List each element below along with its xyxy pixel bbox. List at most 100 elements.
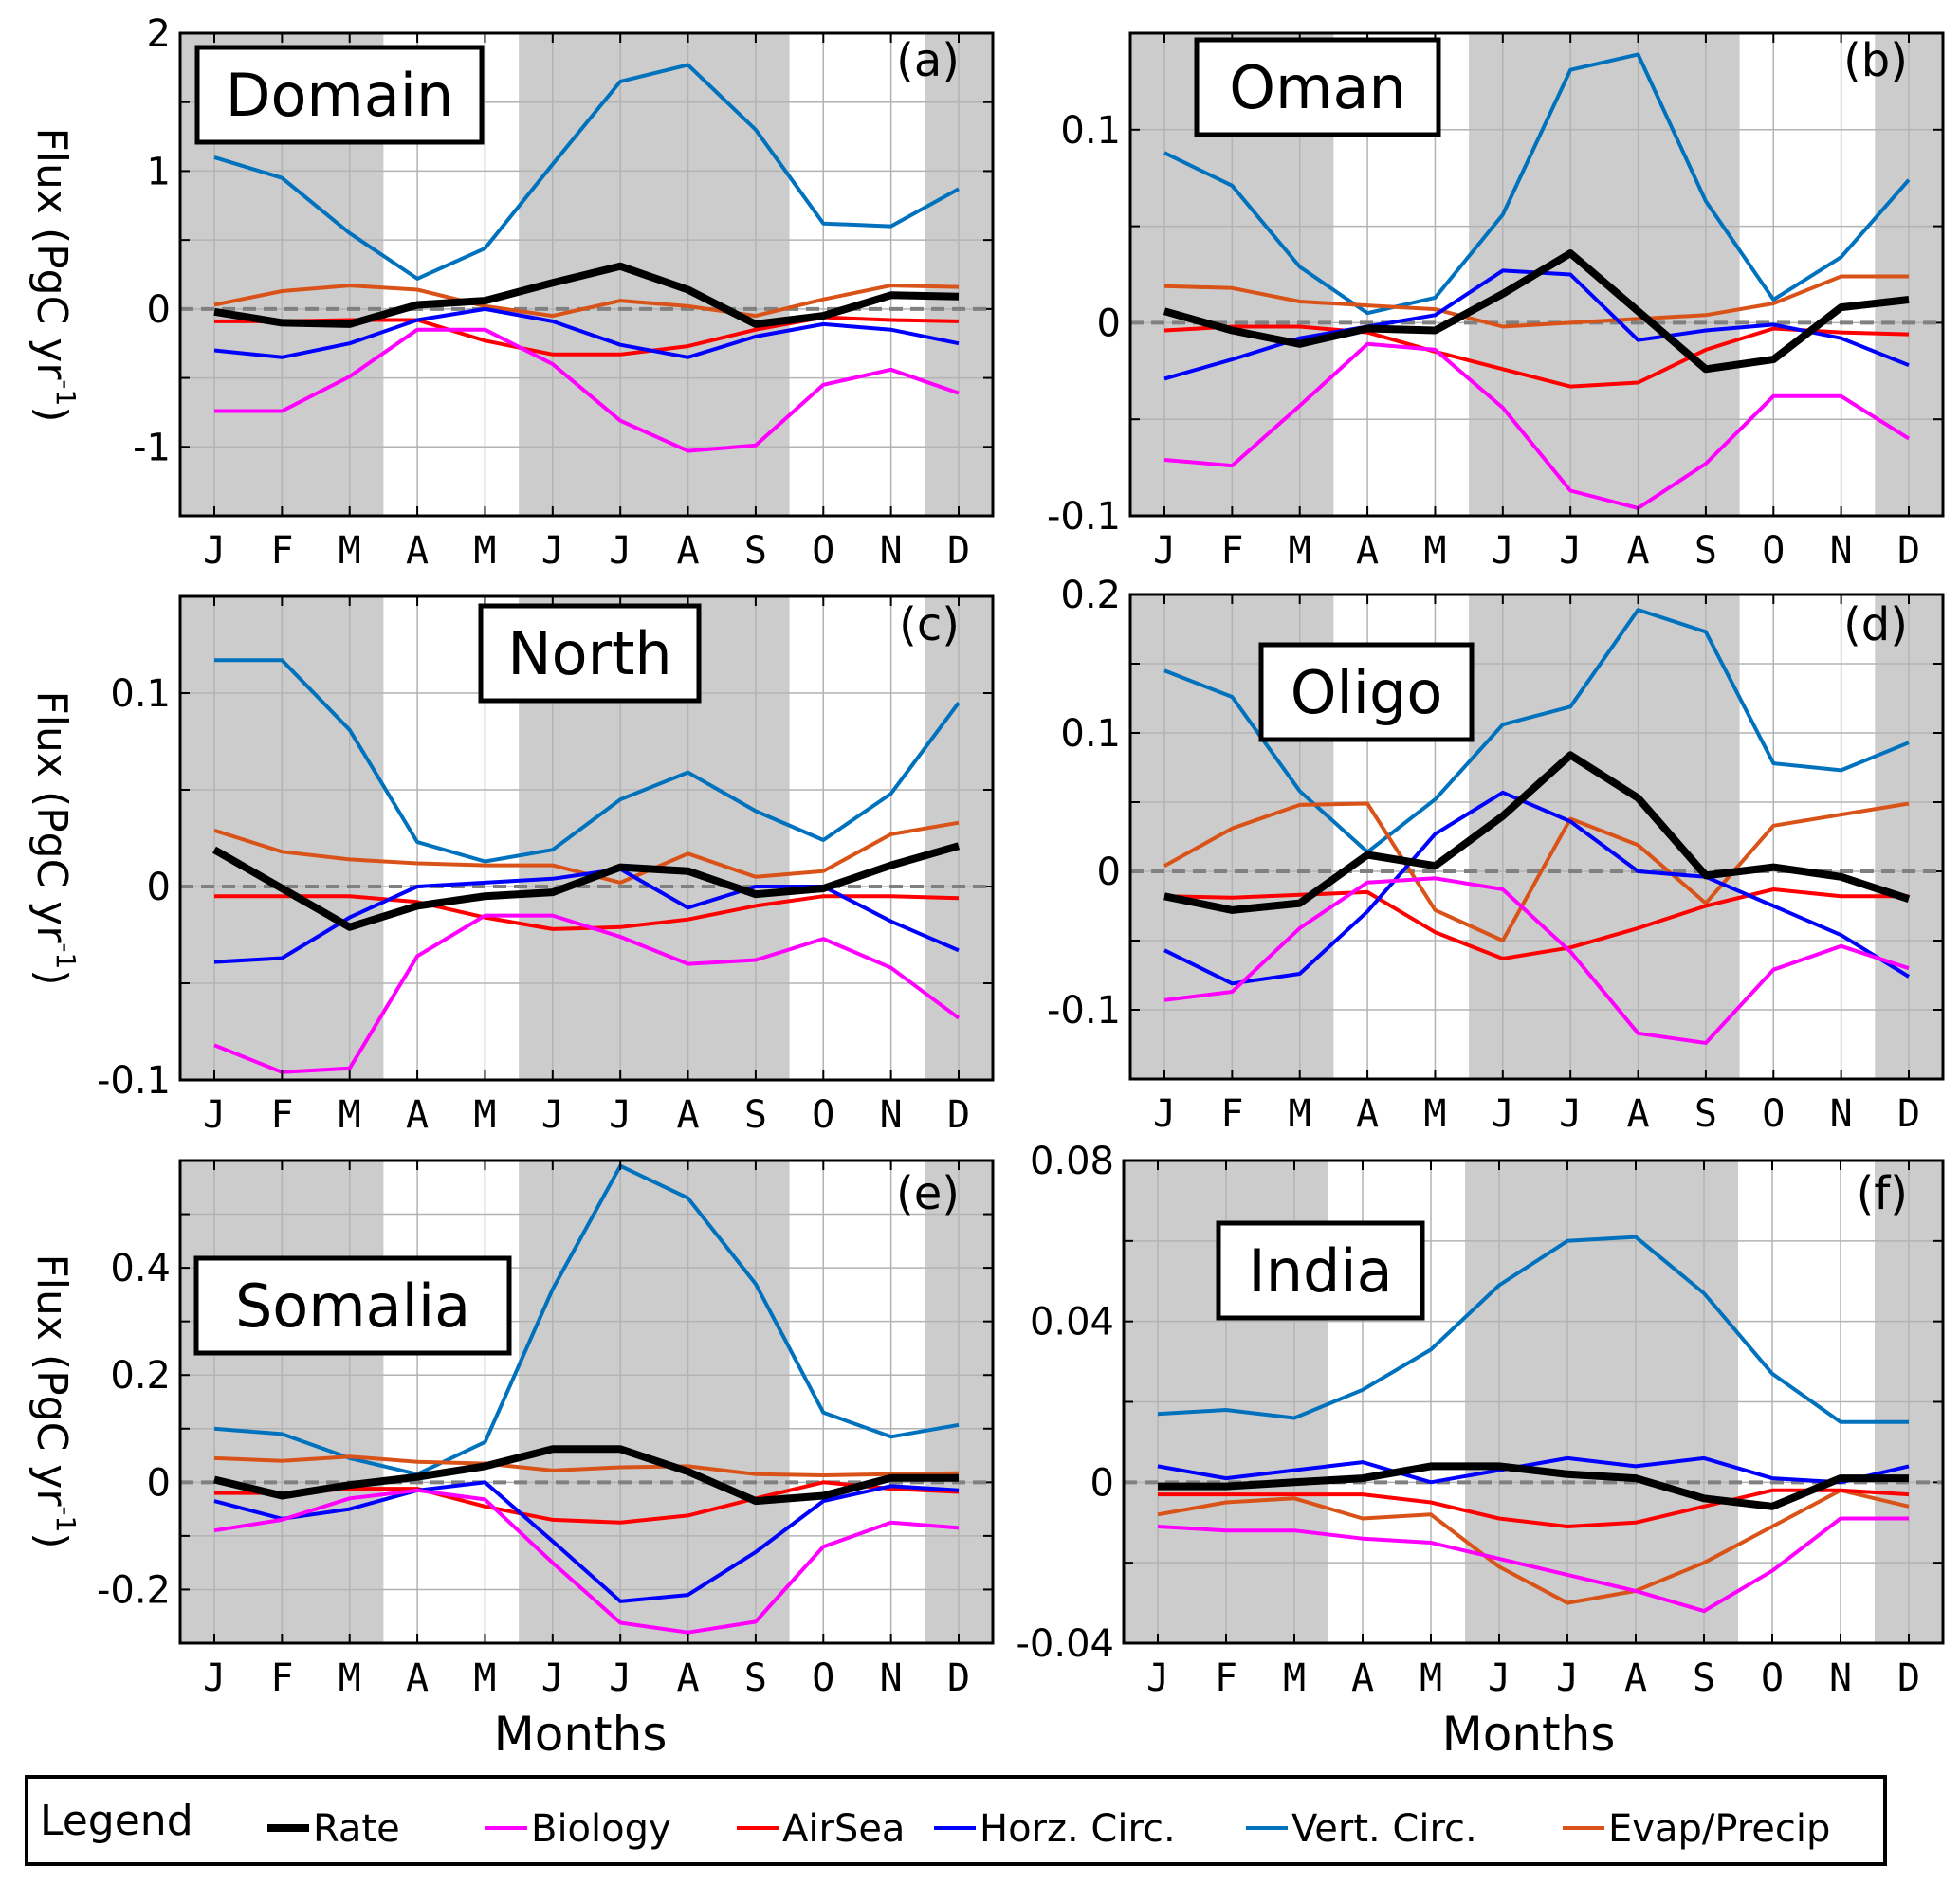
- series-line-rate: [212, 842, 961, 931]
- series-line-vert-circ: [1157, 1235, 1909, 1424]
- y-tick-label: -0.1: [1047, 989, 1121, 1033]
- x-tick-label: O: [812, 1093, 834, 1137]
- x-tick-label: J: [1556, 1656, 1579, 1700]
- x-tick-label: M: [1423, 1092, 1446, 1136]
- series-group: [213, 63, 960, 453]
- x-tick-label: N: [880, 1093, 903, 1137]
- x-tick-label: A: [1624, 1656, 1647, 1700]
- x-tick-label: M: [1289, 529, 1311, 573]
- series-line-evap-precip: [1163, 274, 1909, 329]
- x-tick-label: D: [1897, 1656, 1920, 1700]
- series-line-rate: [213, 1445, 959, 1506]
- x-tick-label: M: [1283, 1656, 1306, 1700]
- legend-item-vert-circ: Vert. Circ.: [1246, 1807, 1477, 1851]
- x-tick-label: A: [676, 1656, 699, 1700]
- y-tick-label: 0.4: [110, 1247, 171, 1290]
- x-tick-label: M: [339, 529, 361, 573]
- y-axis-label-row1: Flux (PgC yr-1): [27, 127, 82, 422]
- legend-box: [25, 1775, 1887, 1866]
- x-tick-label: D: [1897, 1092, 1920, 1136]
- panel-oman: J F M A M J J A S O N D-0.100.1(b)Oman: [1047, 31, 1945, 573]
- series-line-vert-circ: [1163, 608, 1910, 854]
- x-tick-label: M: [1423, 529, 1446, 573]
- legend-item-biology: Biology: [485, 1807, 671, 1851]
- x-tick-label: M: [339, 1093, 361, 1137]
- panel-tag: (b): [1843, 34, 1908, 87]
- region-label-box: [1258, 642, 1475, 742]
- x-tick-label: O: [1762, 1092, 1785, 1136]
- ylabel-main: Flux (PgC yr: [27, 1253, 76, 1507]
- legend-item-airsea: AirSea: [737, 1807, 905, 1851]
- region-label: Domain: [226, 61, 454, 130]
- svg-text:Flux (PgC yr-1): Flux (PgC yr-1): [27, 127, 82, 422]
- x-tick-label: S: [1694, 529, 1717, 573]
- panel-somalia: J F M A M J J A S O N D-0.200.20.4(e)Somalia: [97, 1159, 995, 1700]
- panel-tag: (a): [896, 34, 960, 87]
- y-tick-label: -0.1: [1047, 495, 1121, 539]
- series-line-biology: [213, 1488, 960, 1635]
- x-tick-label: M: [1289, 1092, 1311, 1136]
- series-line-evap-precip: [213, 1454, 960, 1477]
- x-tick-label: J: [203, 1656, 226, 1700]
- series-line-vert-circ: [213, 63, 960, 281]
- region-label: North: [507, 619, 671, 688]
- legend-label: Rate: [313, 1807, 400, 1851]
- y-tick-label: -1: [133, 426, 171, 469]
- x-tick-label: F: [1220, 529, 1243, 573]
- series-line-biology: [1163, 876, 1910, 1045]
- x-tick-label: N: [1830, 529, 1853, 573]
- series-group: [212, 658, 961, 1074]
- region-label: Oligo: [1291, 658, 1443, 727]
- ylabel-close: ): [27, 969, 76, 985]
- y-tick-label: 0.2: [1060, 574, 1121, 617]
- y-tick-label: -0.1: [97, 1059, 171, 1103]
- y-tick-label: 0.08: [1030, 1140, 1114, 1183]
- legend-item-rate: Rate: [267, 1807, 400, 1851]
- x-tick-label: S: [744, 1093, 767, 1137]
- x-tick-label: S: [744, 529, 767, 573]
- legend-item-horz-circ: Horz. Circ.: [934, 1807, 1176, 1851]
- y-tick-label: 0: [147, 288, 171, 332]
- series-line-vert-circ: [213, 1163, 960, 1476]
- x-tick-label: M: [473, 1093, 496, 1137]
- axes-frame: [178, 1159, 995, 1645]
- y-axis-label-row2: Flux (PgC yr-1): [27, 690, 82, 985]
- x-tick-label: J: [609, 529, 632, 573]
- panel-oligo: J F M A M J J A S O N D-0.100.10.2(d)Oligo: [1047, 574, 1945, 1136]
- ylabel-main: Flux (PgC yr: [27, 127, 76, 380]
- legend-label: AirSea: [782, 1807, 905, 1851]
- y-tick-label: 0: [147, 1461, 171, 1505]
- series-line-evap-precip: [1163, 801, 1910, 942]
- series-line-rate: [1163, 751, 1911, 914]
- region-label-box: [1194, 37, 1441, 137]
- y-tick-label: 0.1: [110, 672, 171, 716]
- x-tick-label: N: [880, 1656, 903, 1700]
- ylabel-sup: -1: [50, 1506, 82, 1532]
- x-tick-label: F: [1215, 1656, 1237, 1700]
- x-tick-label: A: [1626, 529, 1649, 573]
- series-line-vert-circ: [214, 658, 961, 864]
- x-tick-label: D: [947, 1093, 970, 1137]
- x-tick-label: F: [270, 1656, 293, 1700]
- season-shading: [1469, 33, 1740, 516]
- x-tick-label: M: [473, 1656, 496, 1700]
- ylabel-sup: -1: [50, 379, 82, 406]
- x-tick-label: A: [1356, 529, 1379, 573]
- region-label-box: [478, 603, 702, 704]
- series-line-vert-circ: [1163, 52, 1911, 316]
- x-tick-label: J: [1559, 529, 1582, 573]
- x-tick-label: J: [1492, 1092, 1514, 1136]
- x-tick-label: F: [270, 529, 293, 573]
- legend-label: Vert. Circ.: [1291, 1807, 1477, 1851]
- y-tick-label: 0: [1097, 302, 1121, 345]
- y-tick-label: -0.04: [1017, 1622, 1115, 1666]
- series-line-evap-precip: [213, 284, 960, 319]
- x-axis-label-left: Months: [494, 1707, 668, 1762]
- x-tick-label: J: [203, 529, 226, 573]
- series-line-biology: [214, 327, 960, 453]
- series-line-horz-circ: [213, 1480, 960, 1603]
- x-tick-label: D: [947, 1656, 970, 1700]
- x-tick-label: J: [1492, 529, 1514, 573]
- x-tick-label: O: [1761, 1656, 1784, 1700]
